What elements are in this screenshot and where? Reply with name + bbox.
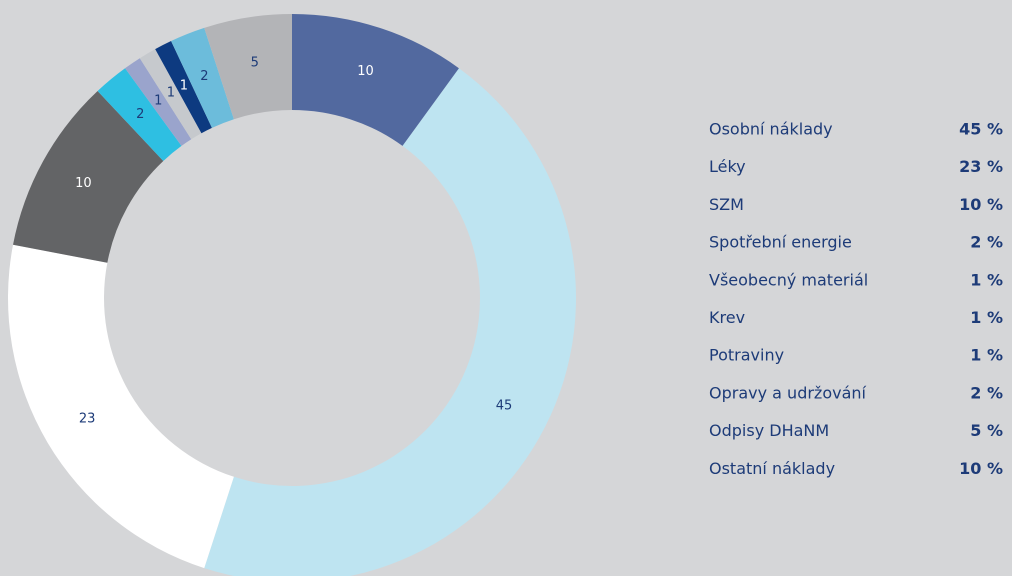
slice-label: 10 [357, 64, 374, 79]
legend-value: 1 % [970, 308, 1003, 327]
legend-value: 45 % [959, 120, 1003, 139]
slice-label: 10 [75, 176, 92, 191]
legend-label: Všeobecný materiál [709, 270, 868, 289]
donut-slice [13, 90, 164, 263]
slice-label: 5 [251, 55, 259, 70]
legend-value: 10 % [959, 459, 1003, 478]
slice-label: 2 [200, 69, 208, 84]
legend-value: 2 % [970, 233, 1003, 252]
donut-slice [171, 27, 234, 128]
legend-label: SZM [709, 195, 744, 214]
legend-label: Ostatní náklady [709, 459, 835, 478]
slice-label: 1 [167, 86, 175, 101]
legend-label: Krev [709, 308, 745, 327]
legend-label: Osobní náklady [709, 120, 833, 139]
donut-slice [7, 244, 234, 569]
donut-slice [155, 41, 212, 134]
legend-value: 23 % [959, 157, 1003, 176]
donut-slice [139, 49, 202, 140]
legend-label: Potraviny [709, 346, 784, 365]
slice-label: 1 [154, 94, 162, 109]
legend-label: Odpisy DHaNM [709, 421, 829, 440]
legend-label: Spotřební energie [709, 233, 852, 252]
donut-slice [125, 58, 192, 146]
slice-label: 23 [79, 412, 96, 427]
donut-slice [97, 68, 182, 161]
legend-value: 1 % [970, 346, 1003, 365]
legend-value: 5 % [970, 421, 1003, 440]
legend-value: 1 % [970, 270, 1003, 289]
slice-label: 2 [136, 107, 144, 122]
donut-slice [292, 14, 459, 146]
donut-slice [204, 68, 576, 576]
legend-label: Léky [709, 157, 746, 176]
legend-value: 10 % [959, 195, 1003, 214]
legend-value: 2 % [970, 383, 1003, 402]
slice-label: 45 [496, 399, 513, 414]
legend-label: Opravy a udržování [709, 383, 867, 402]
donut-slice [204, 14, 292, 120]
slice-label: 1 [180, 78, 188, 93]
